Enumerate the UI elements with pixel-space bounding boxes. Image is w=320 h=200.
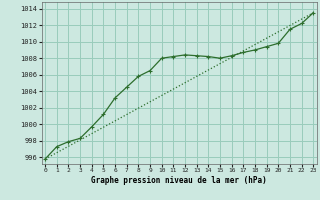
X-axis label: Graphe pression niveau de la mer (hPa): Graphe pression niveau de la mer (hPa) (91, 176, 267, 185)
